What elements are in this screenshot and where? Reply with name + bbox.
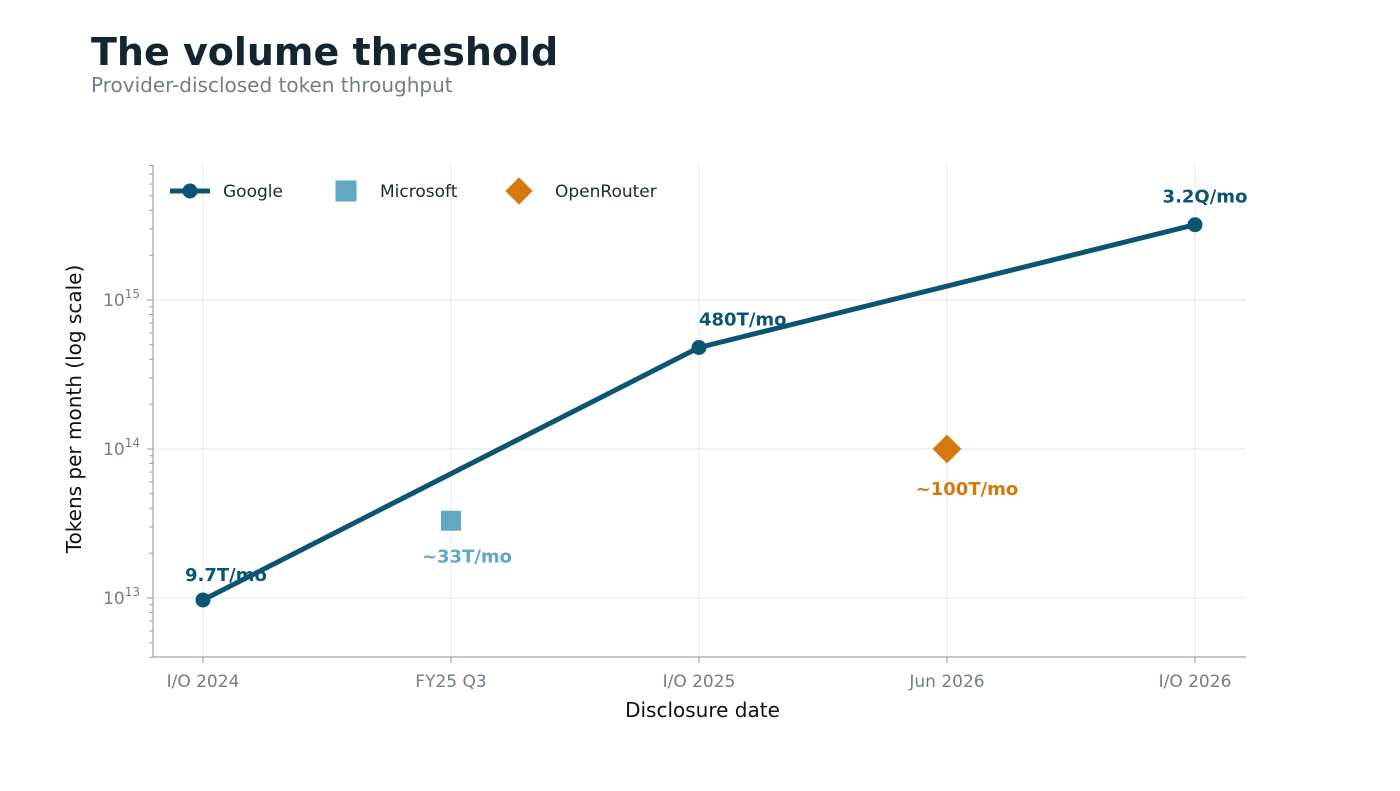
data-label: 3.2Q/mo: [1163, 187, 1248, 208]
data-label: 9.7T/mo: [185, 565, 267, 586]
y-tick-label: 1015: [103, 287, 140, 311]
legend-label-openrouter: OpenRouter: [555, 182, 657, 202]
data-label: 480T/mo: [699, 309, 787, 330]
y-axis-title: Tokens per month (log scale): [62, 265, 86, 555]
legend-marker-google: [182, 183, 198, 199]
data-point-google: [691, 339, 707, 355]
data-point-openrouter: [932, 434, 962, 464]
legend-marker-microsoft: [335, 180, 357, 202]
y-tick-label: 1013: [103, 585, 140, 609]
chart-subtitle: Provider-disclosed token throughput: [91, 73, 453, 97]
x-tick-label: I/O 2026: [1159, 672, 1232, 692]
x-axis-title: Disclosure date: [625, 698, 780, 722]
x-tick-label: FY25 Q3: [415, 672, 486, 692]
x-tick-label: I/O 2025: [663, 672, 736, 692]
y-tick-label: 1014: [103, 436, 140, 460]
x-tick-label: Jun 2026: [908, 672, 984, 692]
chart-title: The volume threshold: [91, 30, 559, 74]
data-label: ~100T/mo: [916, 479, 1019, 500]
legend-label-google: Google: [223, 182, 283, 202]
data-point-google: [1187, 217, 1203, 233]
legend-marker-openrouter: [505, 177, 533, 205]
data-point-microsoft: [441, 510, 461, 531]
data-label: ~33T/mo: [422, 547, 512, 568]
x-tick-label: I/O 2024: [167, 672, 240, 692]
legend-label-microsoft: Microsoft: [380, 182, 458, 202]
data-point-google: [195, 592, 211, 608]
